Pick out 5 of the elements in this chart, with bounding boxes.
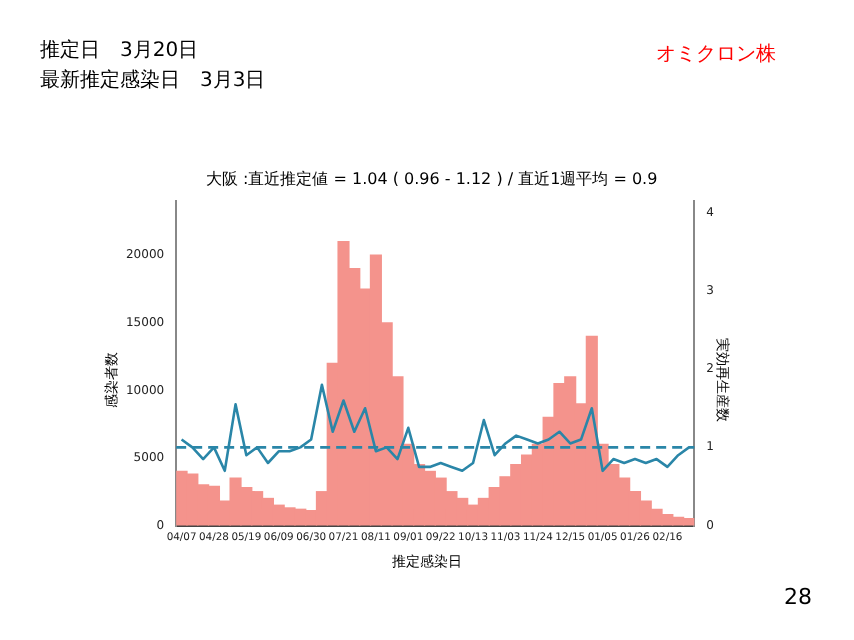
text: 28 (784, 584, 812, 610)
text: オミクロン株 (656, 41, 776, 68)
chart-title: 大阪 :直近推定値 = 1.04 ( 0.96 - 1.12 ) / 直近1週平均 = 0.9 (206, 168, 658, 190)
text: 推定日 3月20日 (40, 37, 199, 64)
text: 最新推定感染日 3月3日 (40, 67, 266, 94)
